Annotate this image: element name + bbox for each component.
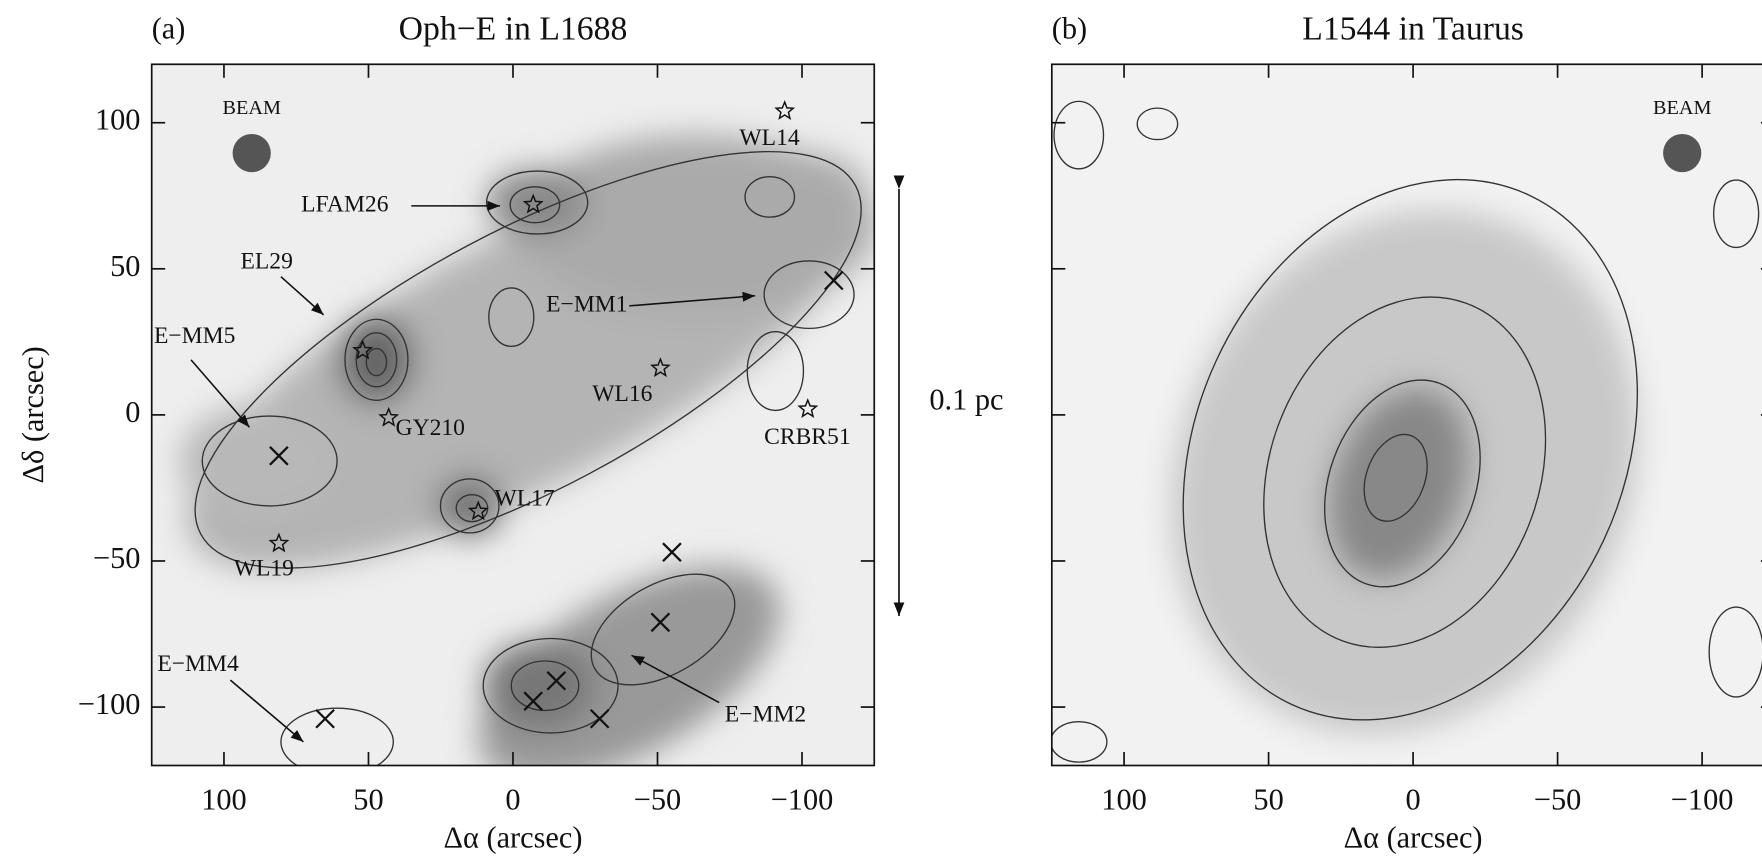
- x-axis-label: Δα (arcsec): [1344, 821, 1483, 855]
- annotation: WL19: [234, 555, 294, 581]
- x-tick-label: −50: [1534, 783, 1581, 817]
- beam-label: BEAM: [1653, 97, 1711, 119]
- cross-marker: [589, 708, 610, 729]
- x-tick-label: 100: [1101, 783, 1147, 817]
- annotation: GY210: [396, 415, 465, 441]
- scale-bar-label: 0.1 pc: [929, 382, 1003, 416]
- annotation-arrow: [631, 654, 720, 704]
- annotation-arrow: [190, 359, 251, 428]
- panel-label: (a): [152, 12, 186, 46]
- y-axis-label: Δδ (arcsec): [16, 346, 50, 483]
- x-tick-label: 50: [1253, 783, 1283, 817]
- y-tick-label: −50: [93, 541, 140, 575]
- star-marker: [352, 339, 374, 360]
- chart-title: L1544 in Taurus: [1302, 10, 1524, 47]
- annotation: LFAM26: [301, 191, 389, 217]
- cross-marker: [523, 691, 543, 712]
- chart-title: Oph−E in L1688: [399, 10, 628, 47]
- cross-marker: [662, 542, 682, 562]
- y-tick-label: 0: [125, 395, 140, 429]
- x-axis-label: Δα (arcsec): [444, 821, 583, 855]
- annotation: E−MM4: [157, 651, 239, 677]
- annotation-arrow: [229, 679, 304, 743]
- panel-label: (b): [1052, 12, 1087, 46]
- intensity-map: [151, 64, 875, 766]
- cross-marker: [315, 708, 335, 729]
- star-marker: [774, 100, 796, 120]
- x-tick-label: 50: [353, 783, 383, 817]
- x-tick-label: −100: [1671, 783, 1734, 817]
- star-marker: [650, 357, 671, 378]
- x-tick-label: 100: [201, 783, 247, 817]
- y-tick-label: −100: [78, 687, 141, 721]
- beam: [232, 133, 271, 173]
- annotation-arrow: [629, 291, 756, 307]
- annotation: E−MM5: [154, 323, 235, 349]
- star-marker: [467, 500, 489, 521]
- annotation: EL29: [240, 249, 292, 275]
- star-marker: [797, 398, 819, 418]
- x-tick-label: −100: [771, 783, 834, 817]
- annotation: WL14: [739, 125, 799, 151]
- beam-label: BEAM: [223, 97, 281, 119]
- x-tick-label: 0: [1405, 783, 1420, 817]
- cross-marker: [269, 446, 289, 466]
- y-tick-label: 100: [95, 103, 141, 137]
- annotation: WL16: [592, 381, 652, 407]
- cross-marker: [650, 612, 671, 633]
- annotation: CRBR51: [764, 424, 850, 450]
- x-tick-label: −50: [634, 783, 681, 817]
- star-marker: [268, 532, 290, 553]
- annotation: E−MM1: [546, 291, 627, 317]
- intensity-map: [1051, 64, 1762, 766]
- beam: [1663, 133, 1702, 173]
- star-marker: [378, 406, 400, 427]
- y-tick-label: 50: [110, 249, 140, 283]
- x-tick-label: 0: [505, 783, 520, 817]
- cross-marker: [546, 670, 567, 691]
- star-marker: [522, 193, 544, 214]
- annotation: WL17: [494, 486, 554, 512]
- annotation-arrow: [280, 276, 325, 316]
- annotation: E−MM2: [725, 701, 806, 727]
- cross-marker: [824, 270, 844, 291]
